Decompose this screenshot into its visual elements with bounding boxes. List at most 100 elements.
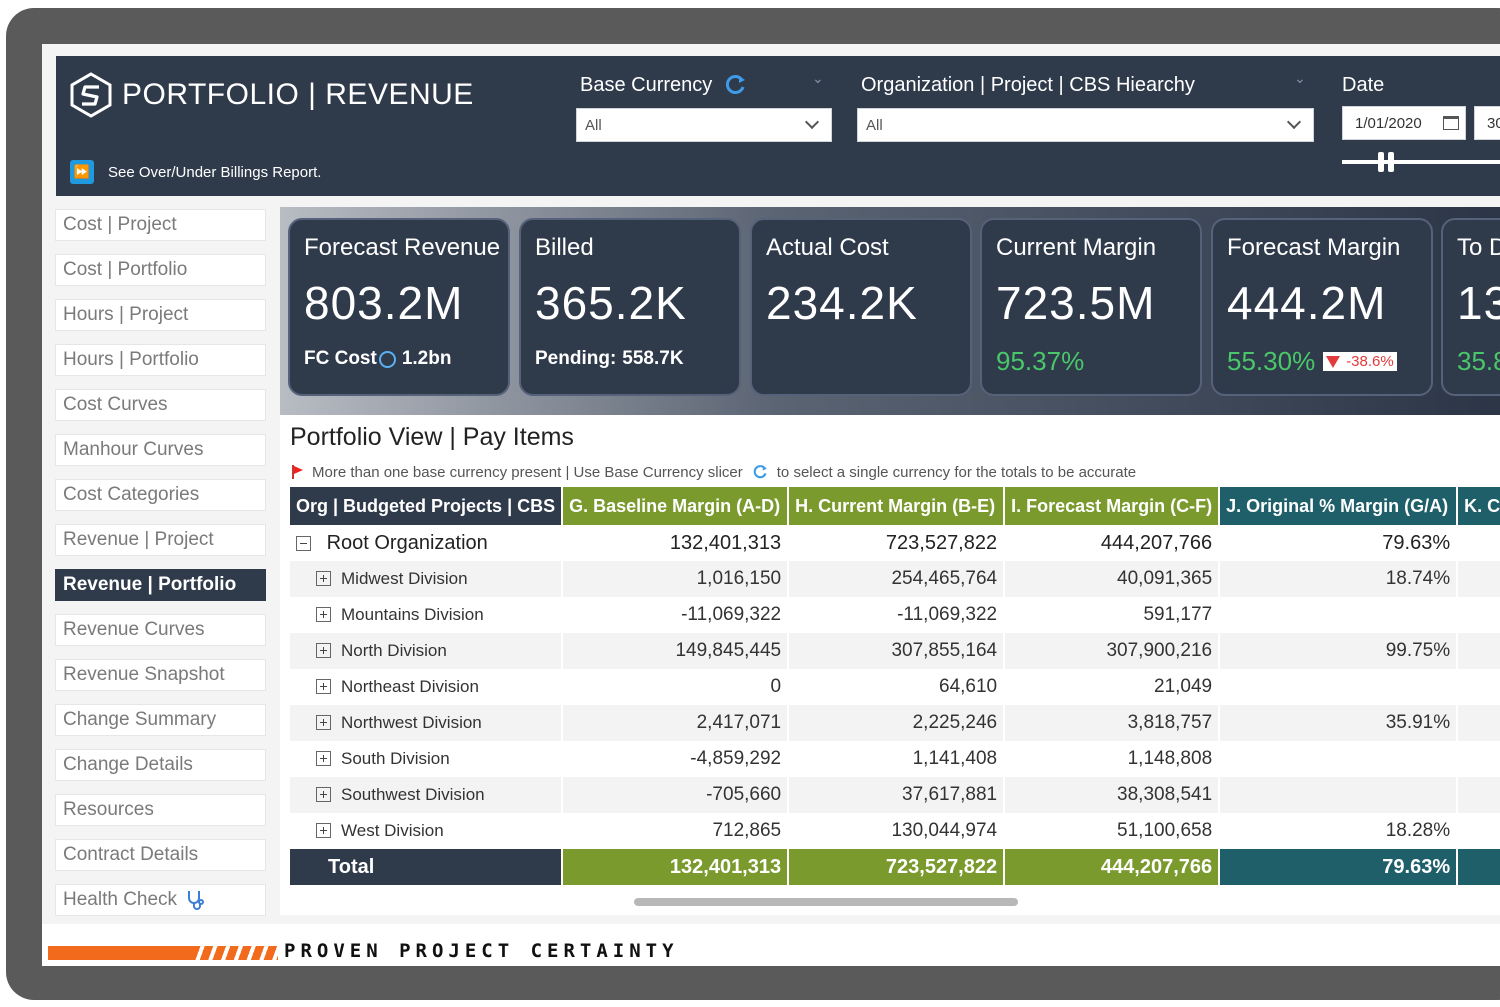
nav-item-label: Manhour Curves — [63, 439, 204, 460]
kpi-card-forecast-margin: Forecast Margin 444.2M 55.30% -38.6% — [1211, 218, 1433, 396]
nav-item-label: Hours | Project — [63, 304, 189, 325]
nav-item-hours-project[interactable]: Hours | Project — [55, 299, 266, 331]
org-hierarchy-dropdown[interactable]: All — [857, 108, 1314, 142]
kpi-percent-value: 95.37% — [996, 346, 1085, 376]
row-label: Mountains Division — [341, 605, 484, 624]
expand-icon[interactable] — [316, 823, 331, 839]
expand-icon[interactable] — [316, 751, 331, 767]
expand-icon[interactable] — [316, 607, 331, 623]
nav-item-label: Hours | Portfolio — [63, 349, 199, 370]
refresh-icon[interactable] — [722, 72, 748, 98]
column-header-current-margin[interactable]: H. Current Margin (B-E) — [788, 487, 1006, 525]
cell-baseline-margin: -11,069,322 — [562, 597, 790, 633]
cell-forecast-margin: 38,308,541 — [1004, 777, 1221, 813]
nav-item-hours-portfolio[interactable]: Hours | Portfolio — [55, 344, 266, 376]
cell-current-margin: 2,225,246 — [788, 705, 1006, 741]
kpi-value: 723.5M — [996, 277, 1156, 329]
chevron-down-icon[interactable]: ⌄ — [812, 70, 824, 86]
globe-icon — [378, 350, 396, 368]
nav-item-change-details[interactable]: Change Details — [55, 749, 266, 781]
expand-icon[interactable] — [316, 643, 331, 659]
date-end-input[interactable]: 30 — [1474, 106, 1500, 140]
kpi-percent: 35.8 — [1457, 346, 1500, 377]
row-label-cell: North Division — [290, 633, 564, 669]
nav-item-revenue-snapshot[interactable]: Revenue Snapshot — [55, 659, 266, 691]
cell-k — [1457, 813, 1500, 849]
date-range-slider[interactable] — [1342, 160, 1500, 164]
date-slider-handle-start[interactable] — [1378, 152, 1384, 172]
footer-tagline: PROVEN PROJECT CERTAINTY — [284, 940, 679, 962]
portfolio-table-panel: Portfolio View | Pay Items More than one… — [280, 415, 1500, 915]
nav-item-label: Revenue | Portfolio — [63, 574, 237, 595]
row-label-cell: Midwest Division — [290, 561, 564, 597]
column-header-baseline-margin[interactable]: G. Baseline Margin (A-D) — [562, 487, 790, 525]
column-header-k[interactable]: K. Cu — [1457, 487, 1500, 525]
kpi-value: 803.2M — [304, 277, 464, 329]
nav-item-cost-curves[interactable]: Cost Curves — [55, 389, 266, 421]
date-slider-handle-end[interactable] — [1388, 152, 1394, 172]
column-header-original-pct-margin[interactable]: J. Original % Margin (G/A) — [1219, 487, 1459, 525]
table-row: West Division 712,865 130,044,974 51,100,65… — [290, 813, 1500, 849]
calendar-icon[interactable] — [1443, 116, 1459, 130]
kpi-title: To D — [1457, 234, 1500, 261]
total-baseline-margin: 132,401,313 — [562, 849, 790, 885]
row-label-cell: Mountains Division — [290, 597, 564, 633]
expand-icon[interactable] — [316, 787, 331, 803]
date-start-input[interactable]: 1/01/2020 — [1342, 106, 1466, 140]
date-label: Date — [1342, 74, 1384, 97]
report-header: PORTFOLIO | REVENUE ⏩ See Over/Under Bil… — [56, 56, 1500, 196]
cell-original-pct-margin — [1219, 597, 1459, 633]
chevron-down-icon — [1286, 114, 1302, 130]
cell-original-pct-margin: 35.91% — [1219, 705, 1459, 741]
row-label: Southwest Division — [341, 785, 485, 804]
chevron-down-icon[interactable]: ⌄ — [1294, 70, 1306, 86]
kpi-value: 234.2K — [766, 277, 918, 329]
nav-item-label: Contract Details — [63, 844, 199, 865]
warning-text-tail: to select a single currency for the tota… — [776, 463, 1137, 481]
hexagon-s-logo-icon — [70, 72, 112, 118]
nav-item-health-check[interactable]: Health Check — [55, 884, 266, 916]
kpi-sub-value: 1.2bn — [401, 348, 452, 369]
nav-item-revenue-curves[interactable]: Revenue Curves — [55, 614, 266, 646]
table-row: Midwest Division 1,016,150 254,465,764 40,0… — [290, 561, 1500, 597]
kpi-delta-value: -38.6% — [1346, 353, 1394, 370]
nav-item-cost-categories[interactable]: Cost Categories — [55, 479, 266, 511]
base-currency-label-text: Base Currency — [580, 73, 713, 96]
app-title: PORTFOLIO | REVENUE — [122, 78, 474, 111]
over-under-billings-link[interactable]: ⏩ See Over/Under Billings Report. — [70, 160, 321, 184]
column-header-forecast-margin[interactable]: I. Forecast Margin (C-F) — [1004, 487, 1221, 525]
nav-item-change-summary[interactable]: Change Summary — [55, 704, 266, 736]
total-label: Total — [290, 849, 564, 885]
total-current-margin: 723,527,822 — [788, 849, 1006, 885]
app-branding: PORTFOLIO | REVENUE — [68, 72, 474, 118]
nav-item-cost-portfolio[interactable]: Cost | Portfolio — [55, 254, 266, 286]
base-currency-label: Base Currency — [580, 72, 748, 98]
expand-icon[interactable] — [316, 571, 331, 587]
kpi-delta-badge: -38.6% — [1323, 352, 1397, 371]
expand-icon[interactable] — [316, 715, 331, 731]
nav-item-cost-project[interactable]: Cost | Project — [55, 209, 266, 241]
cell-original-pct-margin — [1219, 777, 1459, 813]
column-header-org[interactable]: Org | Budgeted Projects | CBS — [290, 487, 564, 525]
pay-items-matrix: Org | Budgeted Projects | CBS G. Baselin… — [290, 487, 1500, 885]
table-row-total: Total 132,401,313 723,527,822 444,207,76… — [290, 849, 1500, 885]
total-original-pct-margin: 79.63% — [1219, 849, 1459, 885]
horizontal-scrollbar[interactable] — [634, 898, 1018, 906]
kpi-sub-label: FC Cost — [304, 348, 377, 369]
nav-item-contract-details[interactable]: Contract Details — [55, 839, 266, 871]
cell-forecast-margin: 21,049 — [1004, 669, 1221, 705]
row-label-cell: Northwest Division — [290, 705, 564, 741]
cell-original-pct-margin — [1219, 741, 1459, 777]
cell-baseline-margin: -4,859,292 — [562, 741, 790, 777]
nav-item-resources[interactable]: Resources — [55, 794, 266, 826]
expand-icon[interactable] — [316, 679, 331, 695]
date-start-value: 1/01/2020 — [1355, 114, 1422, 132]
nav-item-revenue-portfolio[interactable]: Revenue | Portfolio — [55, 569, 266, 601]
nav-item-revenue-project[interactable]: Revenue | Project — [55, 524, 266, 556]
kpi-value: 13 — [1457, 277, 1500, 329]
cell-baseline-margin: 2,417,071 — [562, 705, 790, 741]
cell-k — [1457, 561, 1500, 597]
nav-item-manhour-curves[interactable]: Manhour Curves — [55, 434, 266, 466]
base-currency-dropdown[interactable]: All — [576, 108, 832, 142]
collapse-icon[interactable] — [296, 535, 311, 551]
